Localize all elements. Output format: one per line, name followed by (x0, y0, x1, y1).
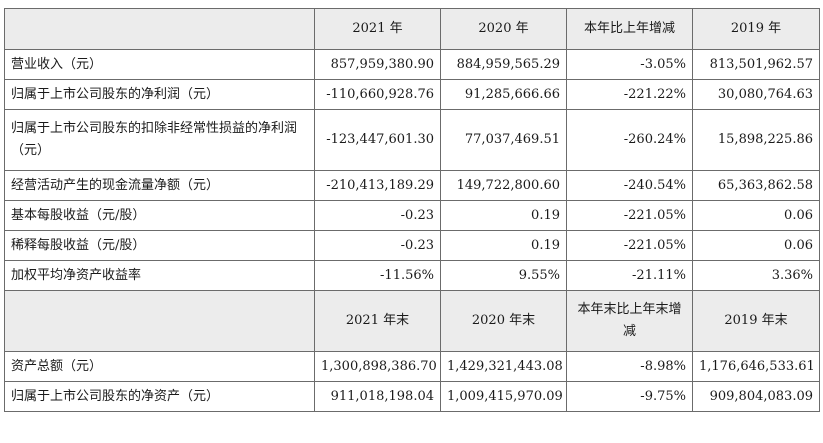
header-cell-2021: 2021 年 (314, 8, 441, 50)
header-cell-2020: 2020 年 (440, 8, 567, 50)
row-label: 基本每股收益（元/股） (4, 200, 315, 231)
table-row: 基本每股收益（元/股） -0.23 0.19 -221.05% 0.06 (4, 200, 820, 231)
row-label: 资产总额（元） (4, 351, 315, 382)
value-cell: -240.54% (566, 170, 693, 201)
header-cell-blank (4, 290, 315, 352)
value-cell: 813,501,962.57 (692, 49, 820, 80)
table-row: 稀释每股收益（元/股） -0.23 0.19 -221.05% 0.06 (4, 230, 820, 261)
value-cell: -123,447,601.30 (314, 109, 441, 171)
header-cell-change-end: 本年末比上年末增减 (566, 290, 693, 352)
row-label: 归属于上市公司股东的净资产（元） (4, 381, 315, 412)
header-cell-2021-end: 2021 年末 (314, 290, 441, 352)
value-cell: 9.55% (440, 260, 567, 291)
value-cell: 3.36% (692, 260, 820, 291)
row-label: 经营活动产生的现金流量净额（元） (4, 170, 315, 201)
value-cell: 884,959,565.29 (440, 49, 567, 80)
value-cell: -0.23 (314, 200, 441, 231)
value-cell: 1,009,415,970.09 (440, 381, 567, 412)
value-cell: 0.19 (440, 200, 567, 231)
value-cell: 1,176,646,533.61 (692, 351, 820, 382)
value-cell: -110,660,928.76 (314, 79, 441, 110)
value-cell: -210,413,189.29 (314, 170, 441, 201)
value-cell: 1,429,321,443.08 (440, 351, 567, 382)
value-cell: 1,300,898,386.70 (314, 351, 441, 382)
header-cell-2019: 2019 年 (692, 8, 820, 50)
row-label: 归属于上市公司股东的扣除非经常性损益的净利润（元） (4, 109, 315, 171)
value-cell: -21.11% (566, 260, 693, 291)
header-cell-2020-end: 2020 年末 (440, 290, 567, 352)
value-cell: 77,037,469.51 (440, 109, 567, 171)
table-row: 经营活动产生的现金流量净额（元） -210,413,189.29 149,722… (4, 170, 820, 201)
value-cell: 909,804,083.09 (692, 381, 820, 412)
value-cell: -0.23 (314, 230, 441, 261)
row-label: 加权平均净资产收益率 (4, 260, 315, 291)
table-row: 归属于上市公司股东的净利润（元） -110,660,928.76 91,285,… (4, 79, 820, 110)
value-cell: -221.22% (566, 79, 693, 110)
value-cell: 149,722,800.60 (440, 170, 567, 201)
value-cell: 911,018,198.04 (314, 381, 441, 412)
header-cell-blank (4, 8, 315, 50)
table-row: 加权平均净资产收益率 -11.56% 9.55% -21.11% 3.36% (4, 260, 820, 291)
row-label: 归属于上市公司股东的净利润（元） (4, 79, 315, 110)
value-cell: -8.98% (566, 351, 693, 382)
header-cell-2019-end: 2019 年末 (692, 290, 820, 352)
table-row: 归属于上市公司股东的净资产（元） 911,018,198.04 1,009,41… (4, 381, 820, 412)
value-cell: 91,285,666.66 (440, 79, 567, 110)
header-cell-change: 本年比上年增减 (566, 8, 693, 50)
value-cell: 65,363,862.58 (692, 170, 820, 201)
value-cell: 0.19 (440, 230, 567, 261)
value-cell: 0.06 (692, 230, 820, 261)
table-row: 营业收入（元） 857,959,380.90 884,959,565.29 -3… (4, 49, 820, 80)
value-cell: 30,080,764.63 (692, 79, 820, 110)
value-cell: -11.56% (314, 260, 441, 291)
table-row: 归属于上市公司股东的扣除非经常性损益的净利润（元） -123,447,601.3… (4, 109, 820, 171)
row-label: 稀释每股收益（元/股） (4, 230, 315, 261)
value-cell: -221.05% (566, 230, 693, 261)
value-cell: -260.24% (566, 109, 693, 171)
table-header-row: 2021 年 2020 年 本年比上年增减 2019 年 (4, 8, 820, 50)
value-cell: -9.75% (566, 381, 693, 412)
value-cell: -221.05% (566, 200, 693, 231)
table-row: 资产总额（元） 1,300,898,386.70 1,429,321,443.0… (4, 351, 820, 382)
financial-summary-table: 2021 年 2020 年 本年比上年增减 2019 年 营业收入（元） 857… (4, 8, 820, 412)
value-cell: 857,959,380.90 (314, 49, 441, 80)
value-cell: 0.06 (692, 200, 820, 231)
value-cell: 15,898,225.86 (692, 109, 820, 171)
value-cell: -3.05% (566, 49, 693, 80)
table-header-row: 2021 年末 2020 年末 本年末比上年末增减 2019 年末 (4, 290, 820, 352)
row-label: 营业收入（元） (4, 49, 315, 80)
